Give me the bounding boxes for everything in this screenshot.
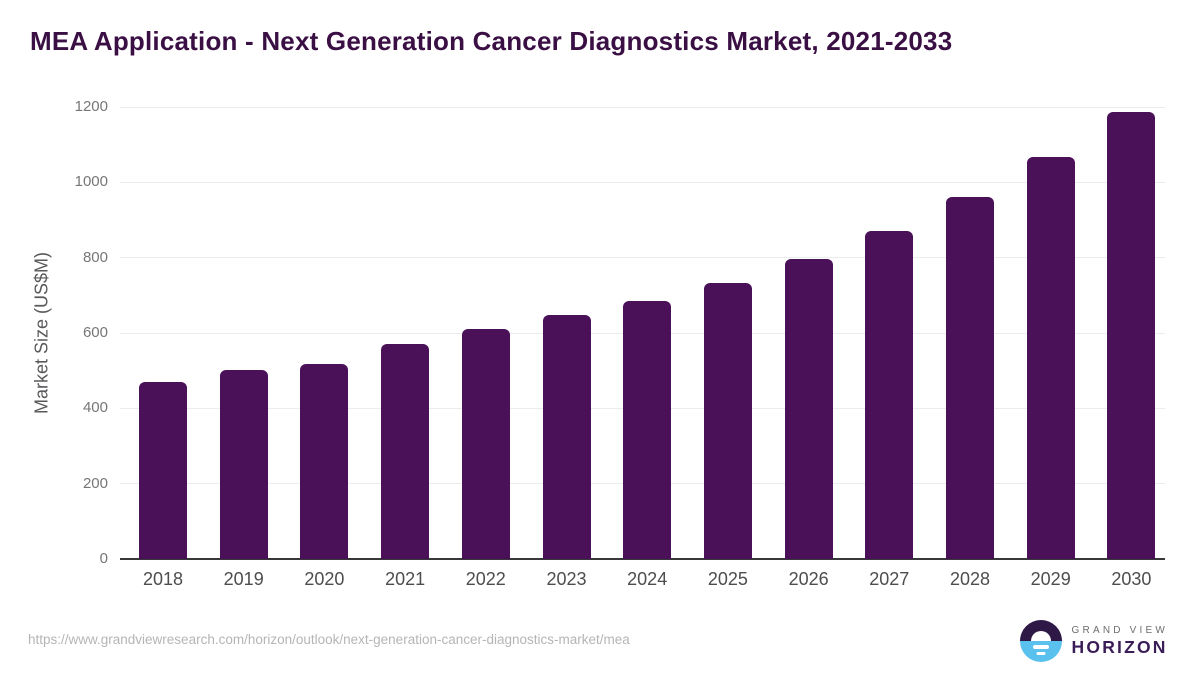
y-tick-label: 400 [82,399,108,417]
sun-horizon-icon [1019,620,1062,662]
x-tick-label-2026: 2026 [788,569,829,589]
x-tick-label-2030: 2030 [1111,569,1152,589]
y-tick-label: 0 [99,550,108,567]
x-tick-label-2018: 2018 [142,569,184,589]
x-tick-label-2020: 2020 [304,569,345,589]
bar-2023 [542,314,591,559]
y-tick-label: 1200 [74,98,108,115]
x-tick-label-2022: 2022 [465,569,506,589]
gridline [120,106,1165,108]
bar-2024 [623,301,672,559]
source-url: https://www.grandviewresearch.com/horizo… [28,632,630,647]
x-axis-line [120,558,1165,560]
y-tick-label: 800 [82,248,108,266]
bar-2027 [865,231,914,559]
chart-title: MEA Application - Next Generation Cancer… [30,26,953,56]
bar-2030 [1107,111,1156,559]
reflection-dash-icon [1032,645,1049,649]
bar-2022 [461,329,510,559]
x-tick-label-2019: 2019 [223,569,264,589]
bar-2028 [946,196,994,559]
x-tick-label-2029: 2029 [1030,569,1071,589]
bar-2029 [1026,157,1075,559]
gridline [120,257,1165,259]
x-tick-label-2027: 2027 [869,569,910,589]
y-axis-title: Market Size (US$M) [31,251,52,415]
x-tick-label-2024: 2024 [627,569,668,589]
bar-2026 [784,259,833,559]
y-tick-label: 200 [82,474,108,492]
x-tick-label-2023: 2023 [546,569,587,589]
bar-2019 [219,370,268,559]
bar-2018 [139,381,187,559]
plot-area: Market Size (US$M) 0 200 400 600 800 1000 1200… [32,99,1165,589]
x-tick-label-2021: 2021 [385,569,426,589]
sun-icon [1030,631,1051,641]
logo-text-horizon: HORIZON [1071,636,1168,657]
x-tick-label-2028: 2028 [949,569,991,589]
reflection-dash-icon [1036,651,1046,655]
bar-2020 [300,364,349,559]
gridline [120,181,1165,183]
logo-text-grand-view: GRAND VIEW [1071,625,1168,637]
y-tick-label: 1000 [74,173,108,191]
bar-2021 [381,343,430,559]
y-tick-label: 600 [82,324,108,341]
x-tick-label-2025: 2025 [707,569,748,589]
grand-view-horizon-logo: GRAND VIEW HORIZON [1019,620,1168,662]
bar-2025 [703,282,752,559]
